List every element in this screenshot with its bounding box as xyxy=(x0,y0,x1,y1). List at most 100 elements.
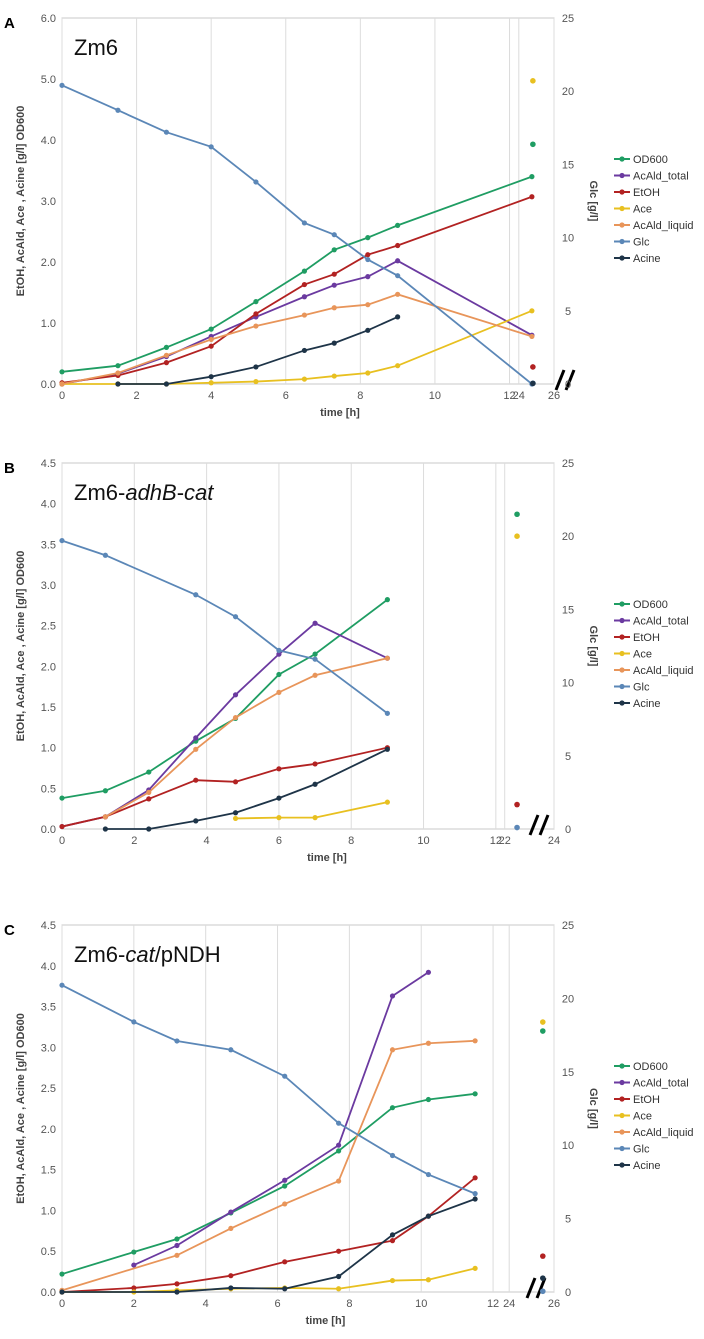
data-point xyxy=(282,1073,288,1079)
y2-tick-label: 25 xyxy=(562,458,574,470)
data-point xyxy=(232,692,239,698)
series-OD600 xyxy=(59,511,520,801)
legend-marker xyxy=(619,1079,625,1086)
axis-break-mark xyxy=(525,1277,537,1299)
y2-tick-label: 25 xyxy=(562,920,574,932)
late-data-point xyxy=(530,78,536,84)
data-point xyxy=(228,1285,234,1291)
data-point xyxy=(472,1196,478,1202)
data-point xyxy=(312,672,318,678)
data-point xyxy=(389,1238,396,1244)
late-data-point xyxy=(530,141,536,148)
data-point xyxy=(384,710,390,716)
y-tick-label: 1.5 xyxy=(41,1165,56,1177)
legend-marker xyxy=(619,601,625,607)
x-tick-label: 26 xyxy=(548,1298,560,1310)
legend-marker xyxy=(619,156,625,162)
x-axis-label: time [h] xyxy=(306,1315,346,1327)
data-point xyxy=(301,294,308,300)
panel-letter: A xyxy=(4,15,15,32)
data-point xyxy=(131,1019,137,1025)
legend-label-EtOH: EtOH xyxy=(633,632,660,644)
data-point xyxy=(102,814,108,820)
data-point xyxy=(102,826,108,832)
data-point xyxy=(472,1175,478,1181)
data-point xyxy=(336,1120,342,1126)
x-tick-label: 4 xyxy=(208,390,214,402)
data-point xyxy=(232,815,239,822)
data-point xyxy=(146,826,152,832)
data-point xyxy=(276,647,282,653)
data-point xyxy=(336,1248,342,1254)
axis-break-mark xyxy=(528,814,540,836)
series-line-Glc xyxy=(61,539,388,715)
series-line-Glc xyxy=(61,84,533,385)
data-point xyxy=(59,537,65,544)
data-point xyxy=(163,352,170,358)
legend-marker xyxy=(619,1162,625,1168)
axis-break-mark xyxy=(564,369,576,391)
series-Ace xyxy=(59,78,536,387)
data-point xyxy=(208,326,214,332)
data-point xyxy=(131,1285,137,1291)
strain-title: Zm6 xyxy=(74,35,118,60)
late-data-point xyxy=(514,511,520,518)
series-line-OD600 xyxy=(61,598,388,799)
series-AcAld_liquid xyxy=(59,291,535,387)
data-point xyxy=(193,746,199,752)
late-data-point xyxy=(540,1275,546,1281)
x-tick-label: 24 xyxy=(548,835,560,847)
legend-label-Glc: Glc xyxy=(633,237,650,249)
x-tick-label: 24 xyxy=(503,1298,515,1310)
legend-marker xyxy=(619,683,625,690)
x-tick-label: 8 xyxy=(348,835,354,847)
y2-axis-label: Glc [g/l] xyxy=(587,181,599,222)
data-point xyxy=(174,1242,180,1249)
data-point xyxy=(395,273,401,279)
axis-break-mark xyxy=(538,814,550,836)
panel-letter: C xyxy=(4,922,15,939)
y2-tick-label: 10 xyxy=(562,233,574,245)
legend-label-AcAld_total: AcAld_total xyxy=(633,616,689,628)
legend-label-AcAld_total: AcAld_total xyxy=(633,171,689,183)
data-point xyxy=(208,336,214,343)
data-point xyxy=(232,714,239,721)
legend-label-Acine: Acine xyxy=(633,253,661,265)
x-tick-label: 10 xyxy=(429,390,441,402)
data-point xyxy=(232,614,239,620)
x-tick-label: 0 xyxy=(59,390,65,402)
x-tick-label: 24 xyxy=(513,390,525,402)
legend-marker xyxy=(619,634,625,640)
data-point xyxy=(312,761,318,767)
y-tick-label: 4.0 xyxy=(41,499,56,511)
x-tick-label: 10 xyxy=(417,835,429,847)
data-point xyxy=(253,311,259,317)
series-line-AcAld_liquid xyxy=(61,293,533,385)
data-point xyxy=(425,1171,432,1178)
data-point xyxy=(163,381,170,387)
legend-marker xyxy=(619,172,625,179)
series-Glc xyxy=(59,82,536,387)
late-data-point xyxy=(514,533,520,539)
data-point xyxy=(472,1091,478,1097)
legend-label-Ace: Ace xyxy=(633,204,652,216)
y-tick-label: 1.0 xyxy=(41,318,56,330)
series-Acine xyxy=(102,746,390,832)
legend-marker xyxy=(619,189,625,195)
series-line-Acine xyxy=(117,316,399,385)
legend-marker xyxy=(619,1112,625,1119)
data-point xyxy=(232,779,239,785)
y-tick-label: 0.0 xyxy=(41,379,56,391)
legend-label-Acine: Acine xyxy=(633,1160,661,1172)
data-point xyxy=(331,373,337,379)
y-axis-label: EtOH, AcAld, Ace , Acine [g/l] OD600 xyxy=(15,551,27,742)
legend-label-OD600: OD600 xyxy=(633,1061,668,1073)
axis-break-mark xyxy=(554,369,566,391)
data-point xyxy=(365,370,371,376)
y-tick-label: 2.0 xyxy=(41,257,56,269)
legend-marker xyxy=(619,1096,625,1102)
late-data-point xyxy=(540,1028,546,1034)
data-point xyxy=(389,1277,396,1284)
